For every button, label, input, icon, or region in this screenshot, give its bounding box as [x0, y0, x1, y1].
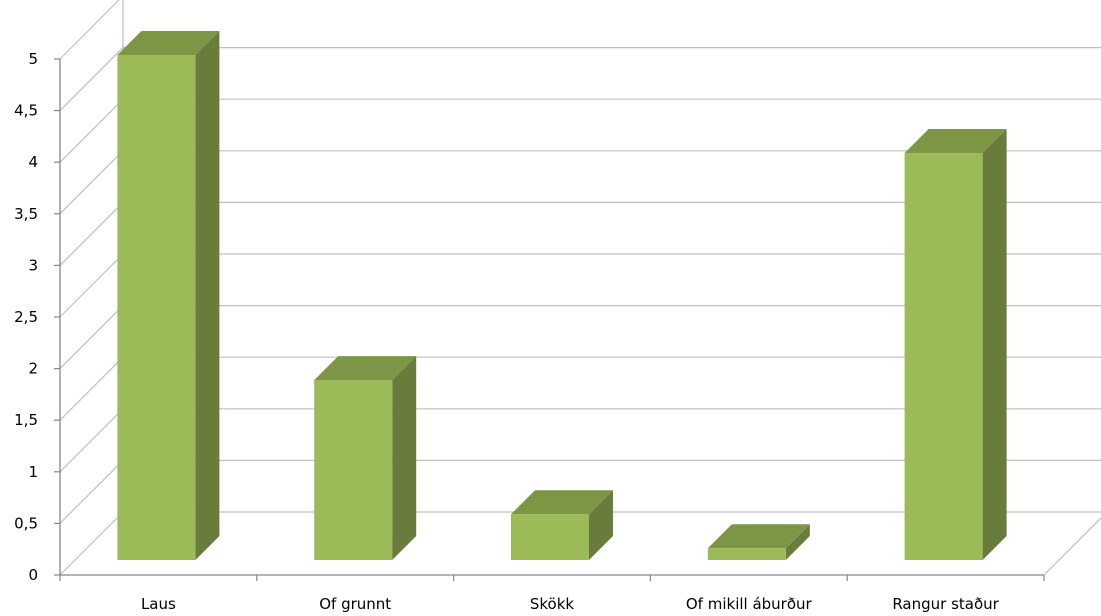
- bar: [707, 524, 810, 560]
- y-tick-label: 1: [28, 463, 38, 481]
- y-tick-label: 3,5: [14, 205, 38, 223]
- y-tick-label: 3: [28, 256, 38, 274]
- bar-front-face: [117, 55, 196, 560]
- gridline-diagonal: [59, 150, 124, 215]
- gridline-diagonal: [59, 253, 124, 318]
- y-tick-label: 4,5: [14, 102, 38, 120]
- gridline-diagonal: [59, 356, 124, 421]
- x-category-label: Of grunnt: [319, 595, 391, 613]
- bar-top-face: [707, 524, 810, 549]
- bar-front-face: [904, 153, 983, 561]
- gridline-diagonal: [59, 47, 124, 112]
- floor-edge: [1043, 517, 1101, 576]
- bars: [117, 31, 1007, 561]
- bar-top-face: [511, 490, 613, 515]
- y-tick-label: 5: [28, 50, 38, 68]
- bar-top-face: [904, 129, 1007, 154]
- bar-front-face: [707, 548, 786, 560]
- bar-side-face: [785, 524, 810, 560]
- labels: 0 0,5 1 1,5 2 2,5 3 3,5 4 4,5 5 Laus Of grunnt Skökk O…: [14, 50, 1000, 613]
- axes: [54, 58, 1045, 581]
- bar: [904, 129, 1007, 561]
- x-category-label: Laus: [141, 595, 176, 613]
- bar-top-face: [117, 31, 220, 55]
- bar-side-face: [392, 356, 417, 560]
- x-category-label: Rangur staður: [892, 595, 999, 613]
- y-tick-label: 2,5: [14, 308, 38, 326]
- x-category-label: Of mikill áburður: [686, 595, 813, 613]
- y-tick-label: 0,5: [14, 514, 38, 532]
- bar-side-face: [195, 31, 220, 560]
- bar-side-face: [589, 490, 613, 560]
- bar: [511, 490, 613, 560]
- y-tick-label: 0: [28, 566, 38, 584]
- gridline-diagonal: [59, 98, 124, 163]
- x-category-label: Skökk: [530, 595, 575, 613]
- gridline-diagonal: [59, 511, 124, 576]
- y-tick-label: 4: [28, 153, 38, 171]
- gridline-diagonal: [59, 408, 124, 473]
- bar-top-face: [314, 356, 417, 381]
- y-tick-label: 2: [28, 360, 38, 378]
- bar-front-face: [511, 514, 589, 560]
- gridline-diagonal: [59, 459, 124, 524]
- gridline-diagonal: [59, 305, 124, 370]
- gridline-diagonal: [59, 201, 124, 266]
- bar-side-face: [982, 129, 1007, 561]
- bar: [117, 31, 220, 560]
- bar: [314, 356, 417, 560]
- gridline-diagonal: [59, 0, 120, 60]
- bar-front-face: [314, 380, 393, 560]
- y-tick-label: 1,5: [14, 411, 38, 429]
